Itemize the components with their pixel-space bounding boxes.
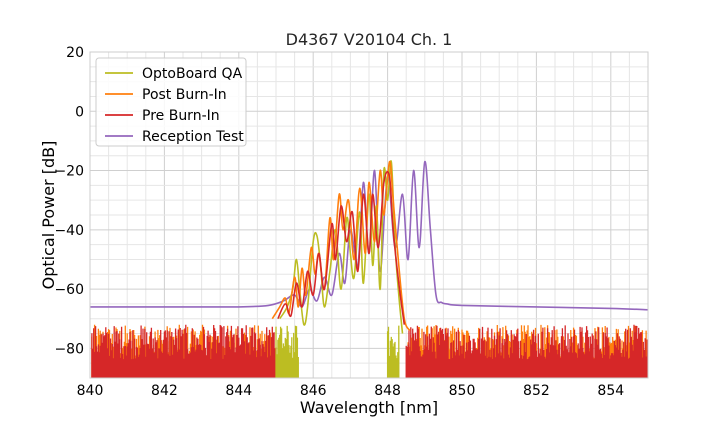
y-tick-label: 0	[75, 104, 84, 120]
x-tick-label: 842	[151, 383, 178, 399]
y-tick-label: −80	[54, 341, 84, 357]
x-tick-label: 850	[449, 383, 476, 399]
legend-label: Reception Test	[142, 129, 244, 145]
x-tick-label: 844	[225, 383, 252, 399]
legend-label: Post Burn-In	[142, 87, 227, 103]
x-tick-label: 840	[77, 383, 104, 399]
y-tick-label: −60	[54, 282, 84, 298]
x-tick-label: 852	[523, 383, 550, 399]
legend-box	[95, 57, 247, 147]
y-tick-label: 20	[66, 45, 84, 61]
legend-label: OptoBoard QA	[142, 66, 243, 82]
x-tick-label: 854	[597, 383, 624, 399]
x-tick-label: 848	[374, 383, 401, 399]
x-tick-labels: 840 842 844 846 848 850 852 854	[77, 383, 625, 399]
y-tick-labels: −80 −60 −40 −20 0 20	[54, 45, 84, 357]
x-tick-label: 846	[300, 383, 327, 399]
noise-floor-band	[275, 325, 400, 378]
legend-label: Pre Burn-In	[142, 108, 220, 124]
series-lines	[90, 160, 648, 334]
legend: OptoBoard QA Post Burn-In Pre Burn-In Recep…	[95, 57, 247, 147]
x-axis-title: Wavelength [nm]	[300, 398, 438, 417]
y-tick-label: −20	[54, 164, 84, 180]
plot-frame	[89, 51, 649, 379]
series-line-pre-burn-in	[277, 170, 406, 325]
noise-floor-band	[91, 324, 648, 378]
y-axis-title: Optical Power [dB]	[39, 141, 58, 290]
noise-floor	[91, 324, 648, 378]
y-tick-label: −40	[54, 223, 84, 239]
chart-title: D4367 V20104 Ch. 1	[286, 30, 453, 49]
series-line-post-burn-in	[271, 160, 411, 332]
